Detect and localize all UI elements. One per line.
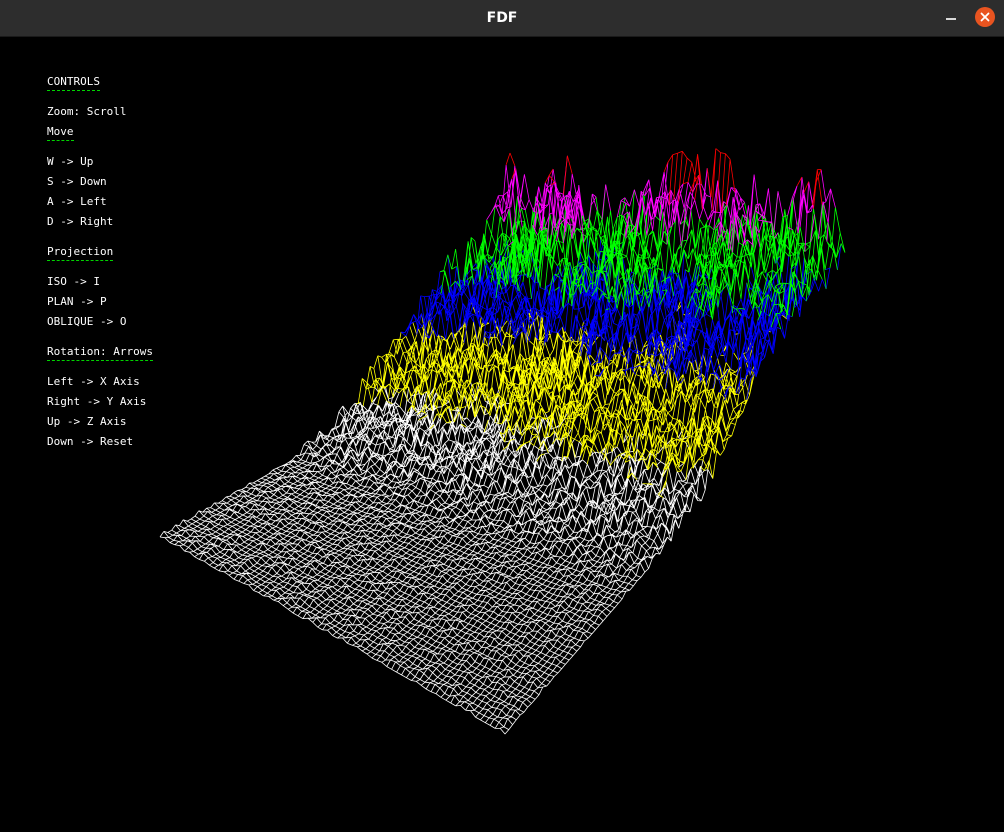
render-canvas[interactable]: CONTROLS Zoom: Scroll Move W -> Up S -> …: [0, 37, 1004, 832]
projection-heading: Projection: [47, 245, 114, 261]
rotation-hint-z: Up -> Z Axis: [47, 415, 127, 428]
wireframe-segment: [159, 380, 714, 735]
wireframe-segment: [439, 184, 846, 330]
rotation-heading: Rotation: Arrows: [47, 345, 153, 361]
window-title: FDF: [486, 10, 518, 26]
move-hint-down: S -> Down: [47, 175, 107, 188]
rotation-hint-reset: Down -> Reset: [47, 435, 134, 448]
wireframe-terrain: [159, 148, 846, 735]
projection-hint-oblique: OBLIQUE -> O: [47, 315, 127, 328]
controls-panel: CONTROLS Zoom: Scroll Move W -> Up S -> …: [47, 37, 153, 448]
controls-heading: CONTROLS: [47, 75, 100, 91]
projection-hint-plan: PLAN -> P: [47, 295, 107, 308]
move-hint-right: D -> Right: [47, 215, 114, 228]
wireframe-segment: [486, 155, 836, 253]
projection-hint-iso: ISO -> I: [47, 275, 100, 288]
rotation-hint-x: Left -> X Axis: [47, 375, 140, 388]
move-hint-up: W -> Up: [47, 155, 94, 168]
move-hint-left: A -> Left: [47, 195, 107, 208]
move-heading: Move: [47, 125, 74, 141]
wireframe-segment: [505, 148, 823, 213]
window-titlebar: FDF: [0, 0, 1004, 37]
rotation-hint-y: Right -> Y Axis: [47, 395, 147, 408]
zoom-hint: Zoom: Scroll: [47, 105, 127, 118]
close-icon[interactable]: [975, 7, 995, 27]
minimize-icon[interactable]: [941, 8, 961, 28]
